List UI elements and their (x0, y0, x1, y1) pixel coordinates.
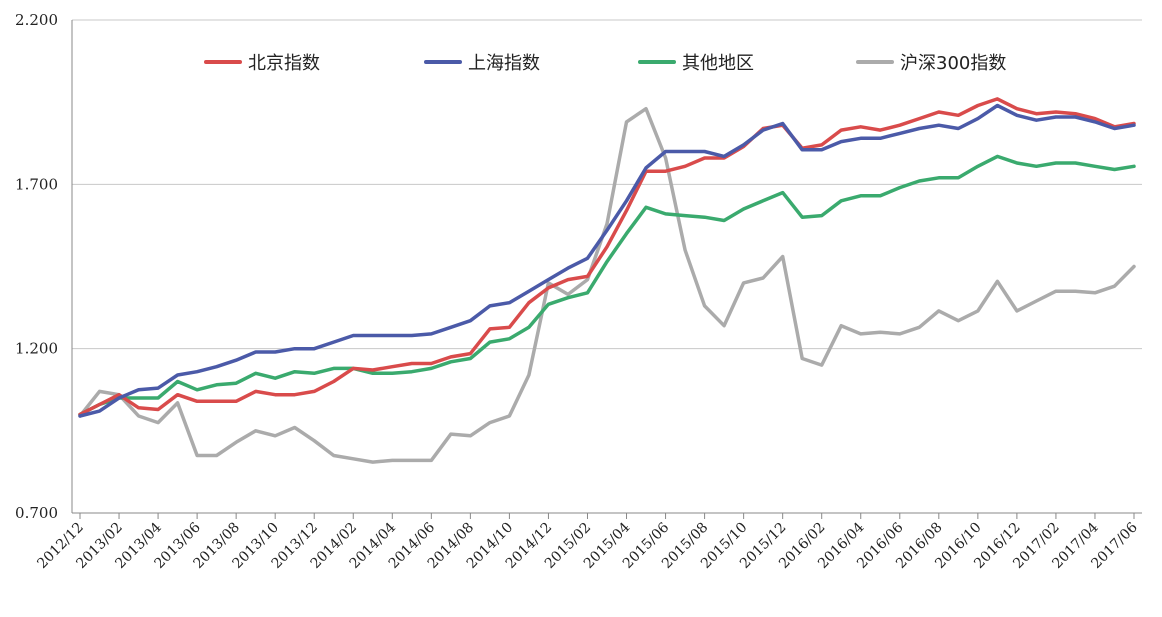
legend-label-3: 沪深300指数 (900, 53, 1006, 74)
series-line-0 (78, 97, 1136, 417)
legend: 北京指数 上海指数 其他地区 沪深300指数 (204, 53, 1006, 74)
series-line-3 (78, 106, 1136, 464)
series-line-1 (78, 103, 1136, 418)
legend-label-1: 上海指数 (468, 53, 540, 74)
gridlines (72, 19, 1142, 350)
series-lines (78, 97, 1136, 464)
axes (71, 20, 1142, 514)
x-axis-ticks: 2012/122013/022013/042013/062013/082013/… (34, 513, 1141, 572)
y-axis-ticks: 0.700 1.200 1.700 2.200 (15, 11, 58, 522)
legend-label-0: 北京指数 (248, 53, 320, 74)
y-tick-label: 0.700 (15, 504, 58, 522)
y-tick-label: 2.200 (15, 11, 58, 29)
y-tick-label: 1.700 (15, 175, 58, 193)
series-line-2 (78, 154, 1136, 417)
y-tick-label: 1.200 (15, 340, 58, 358)
legend-label-2: 其他地区 (682, 53, 754, 74)
